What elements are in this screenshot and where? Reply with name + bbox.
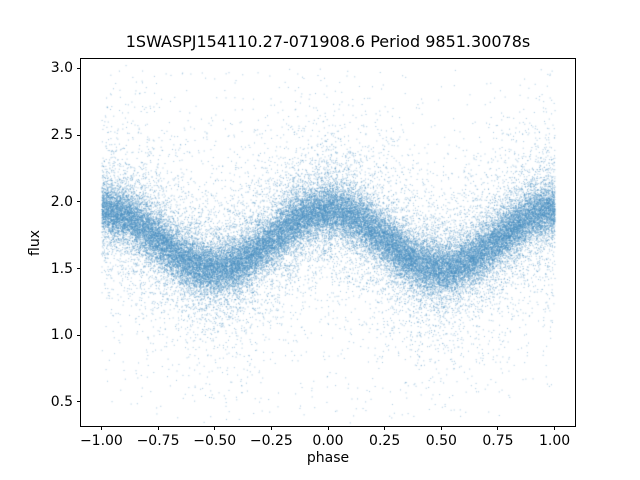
scatter-points-canvas xyxy=(81,59,575,426)
x-tick-mark xyxy=(270,426,272,430)
y-tick-label: 2.0 xyxy=(50,193,73,210)
y-tick-mark xyxy=(77,334,81,336)
x-tick-label: 0.00 xyxy=(312,433,344,449)
y-tick-label: 2.5 xyxy=(50,127,73,144)
y-tick-mark xyxy=(77,67,81,69)
x-tick-mark xyxy=(100,426,102,430)
y-tick-label: 3.0 xyxy=(50,60,73,77)
x-tick-label: 0.75 xyxy=(482,433,514,449)
x-tick-label: −0.25 xyxy=(249,433,293,449)
y-tick-mark xyxy=(77,201,81,203)
x-tick-label: 0.25 xyxy=(369,433,401,449)
y-tick-mark xyxy=(77,401,81,403)
x-tick-mark xyxy=(384,426,386,430)
x-tick-mark xyxy=(327,426,329,430)
x-tick-mark xyxy=(497,426,499,430)
y-tick-label: 0.5 xyxy=(50,393,73,410)
y-tick-mark xyxy=(77,268,81,270)
x-tick-label: 0.50 xyxy=(425,433,457,449)
y-axis-label: flux xyxy=(27,229,43,256)
y-tick-label: 1.0 xyxy=(50,327,73,344)
chart-title: 1SWASPJ154110.27-071908.6 Period 9851.30… xyxy=(125,32,531,51)
x-tick-label: −0.75 xyxy=(136,433,180,449)
plot-area: 1SWASPJ154110.27-071908.6 Period 9851.30… xyxy=(27,32,576,466)
x-tick-mark xyxy=(214,426,216,430)
x-tick-label: 1.00 xyxy=(539,433,571,449)
x-tick-label: −0.50 xyxy=(193,433,237,449)
y-tick-label: 1.5 xyxy=(50,260,73,277)
y-tick-mark xyxy=(77,134,81,136)
x-tick-label: −1.00 xyxy=(79,433,123,449)
x-tick-mark xyxy=(440,426,442,430)
x-axis-label: phase xyxy=(306,450,350,466)
x-tick-mark xyxy=(554,426,556,430)
x-tick-mark xyxy=(157,426,159,430)
